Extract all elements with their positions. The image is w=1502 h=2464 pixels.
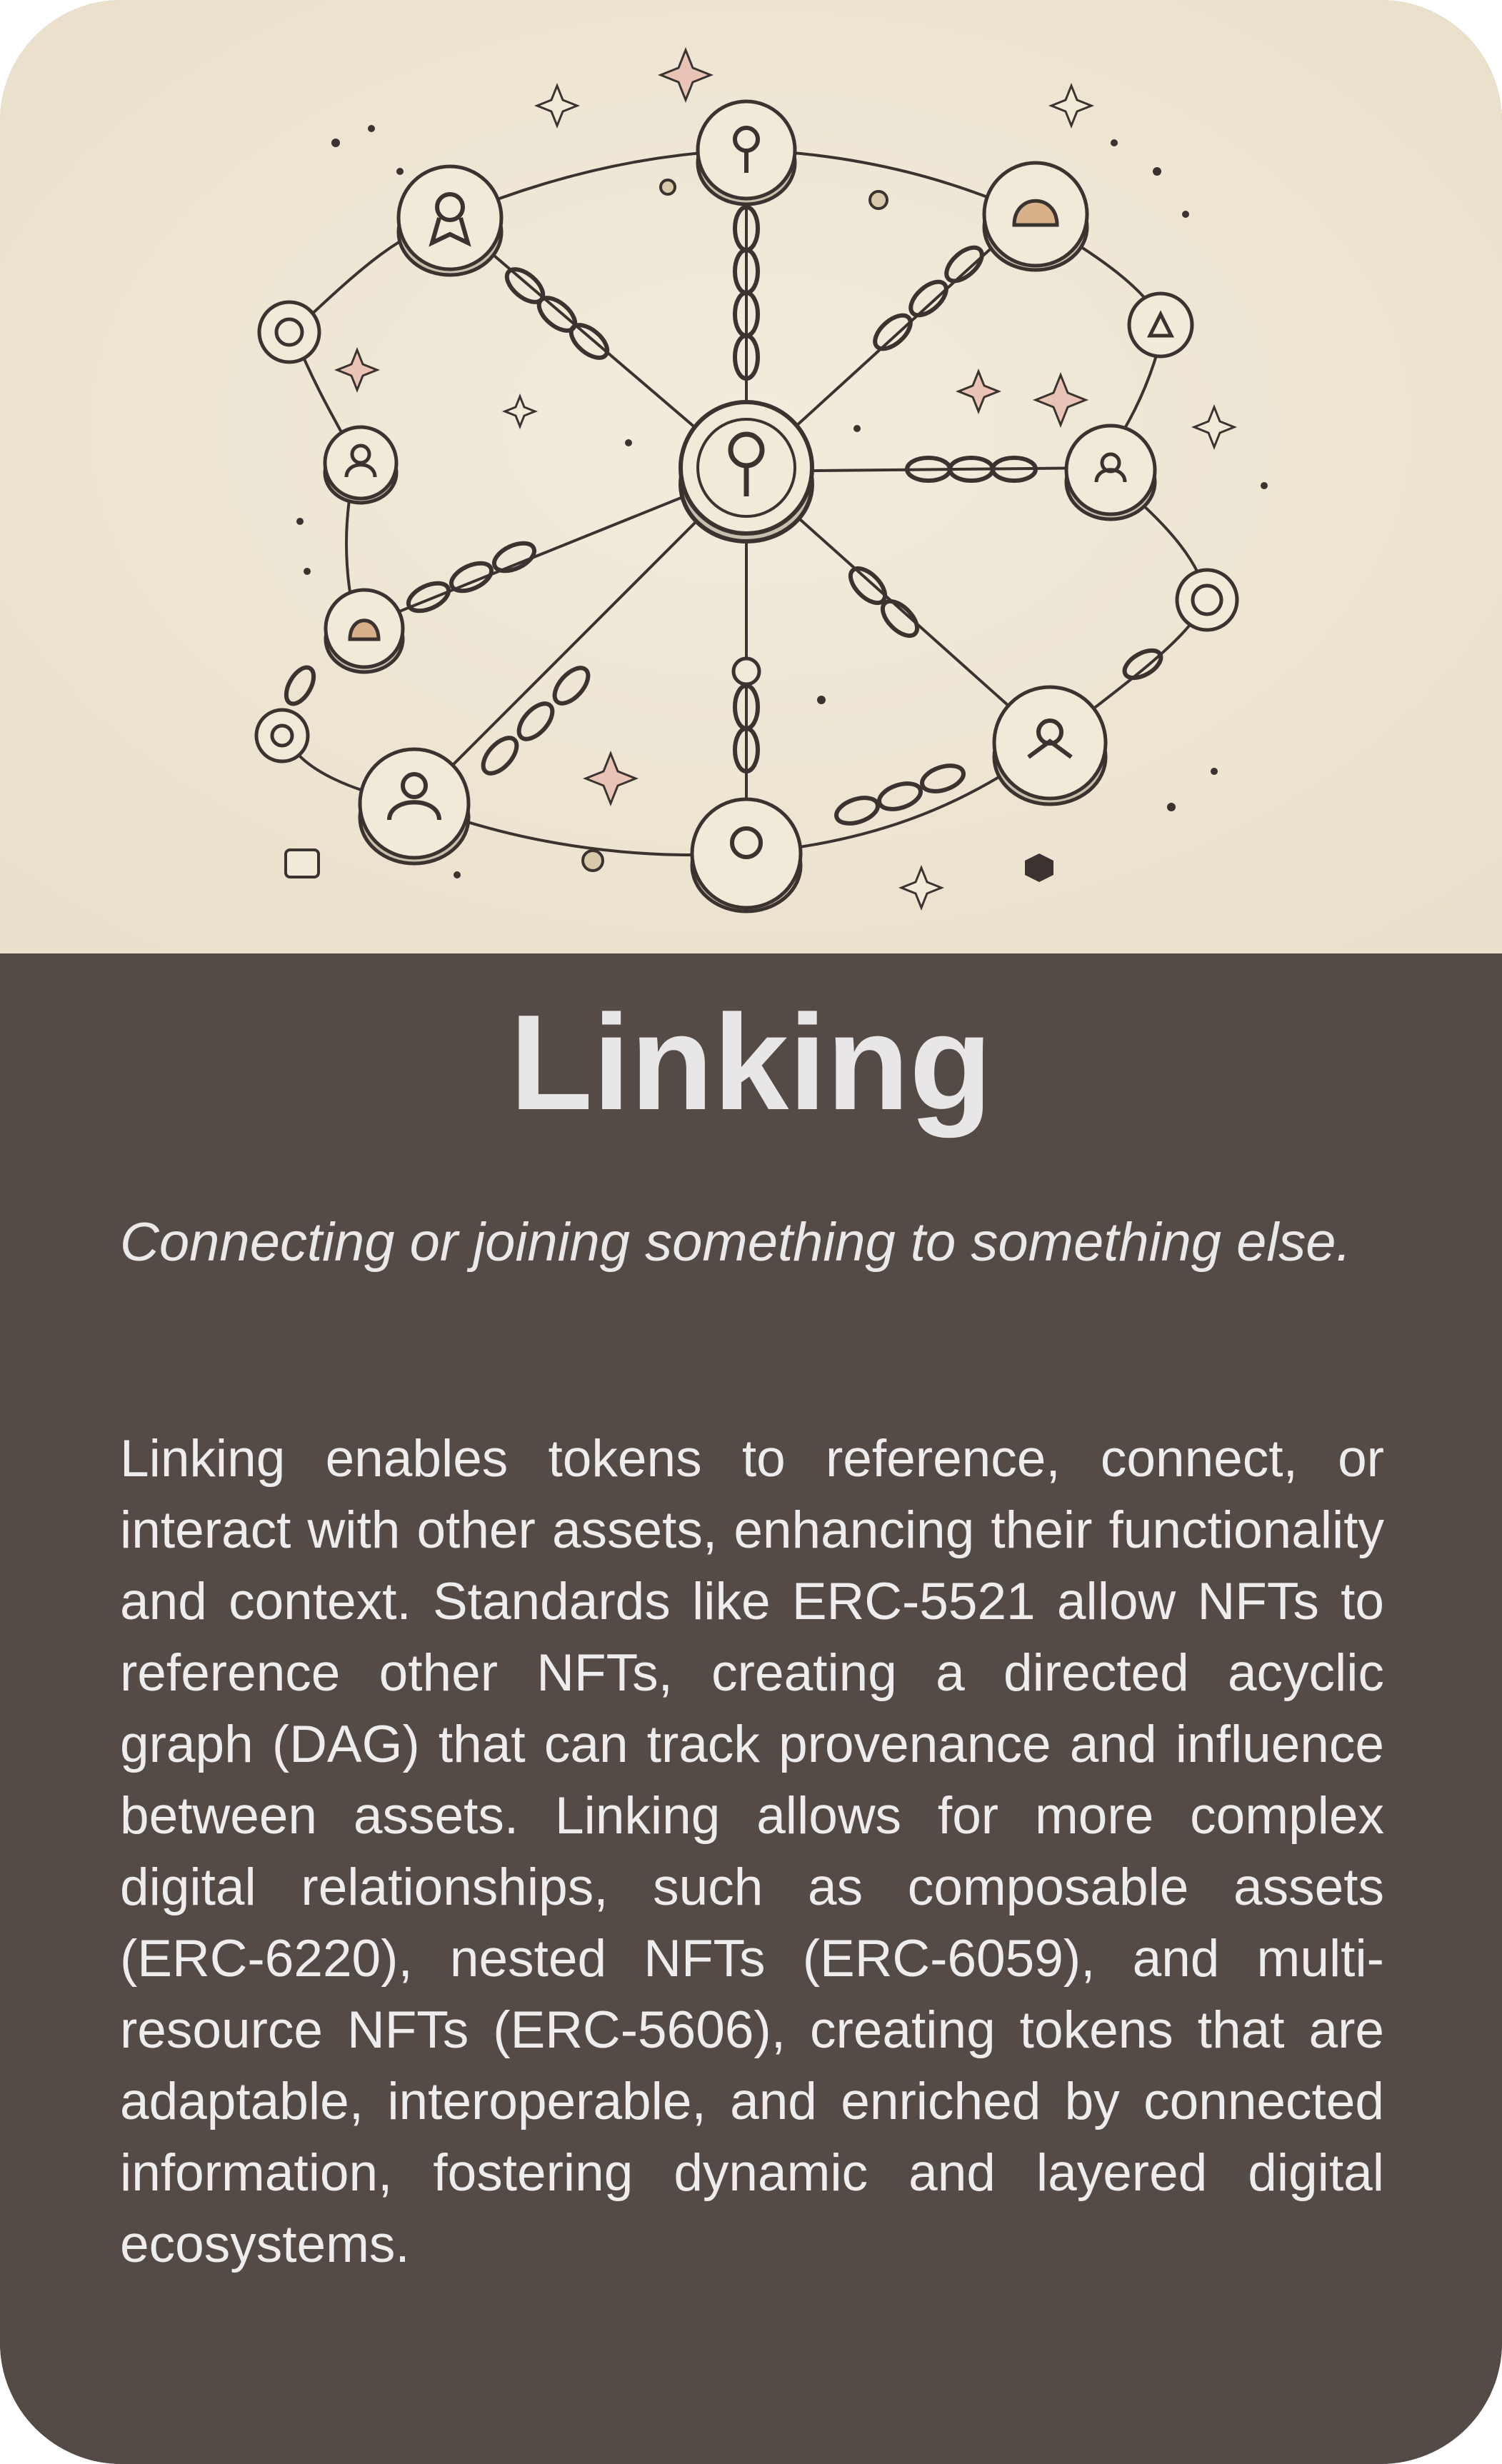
token-coins xyxy=(254,99,1239,913)
user-icon xyxy=(358,747,471,866)
key-icon xyxy=(679,400,814,544)
card-title: Linking xyxy=(509,987,993,1138)
user-icon xyxy=(324,588,405,674)
user-icon xyxy=(1127,291,1194,359)
user-icon xyxy=(254,708,310,763)
card-illustration xyxy=(0,0,1502,953)
user-icon xyxy=(257,300,321,364)
card-definition: Connecting or joining something to somet… xyxy=(120,1212,1351,1273)
linked-tokens-illustration xyxy=(0,0,1502,953)
chain-icon xyxy=(284,205,1163,826)
key-icon xyxy=(690,797,803,913)
user-icon xyxy=(1064,424,1157,521)
sparkle-icon xyxy=(334,46,1238,911)
card-description: Linking enables tokens to reference, con… xyxy=(120,1430,1384,2273)
small-badge-icon xyxy=(284,848,1053,882)
link-node-dot xyxy=(731,656,761,686)
award-icon xyxy=(396,164,504,277)
description-panel xyxy=(0,953,1502,2464)
key-icon xyxy=(696,99,797,206)
user-icon xyxy=(323,425,399,505)
user-icon xyxy=(992,685,1108,806)
link-node-dot xyxy=(868,190,888,210)
link-node-dot xyxy=(581,849,604,872)
decorative-dots xyxy=(296,125,1268,878)
user-icon xyxy=(1175,568,1239,632)
helmet-icon xyxy=(982,161,1089,272)
link-node-dot xyxy=(659,179,676,196)
